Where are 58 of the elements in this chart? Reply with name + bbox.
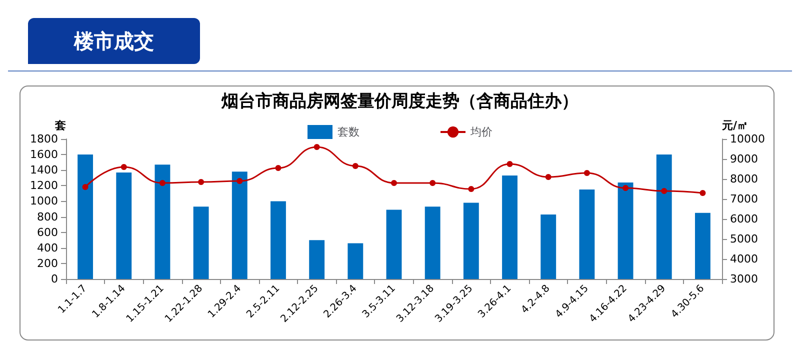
bar: [348, 243, 364, 279]
point: [430, 180, 436, 186]
y-tick-label: 1600: [30, 148, 58, 162]
point: [198, 179, 204, 185]
bar: [154, 164, 170, 279]
bar: [540, 214, 556, 279]
y2-tick-label: 7000: [730, 192, 758, 206]
point: [159, 180, 166, 186]
bar: [579, 190, 595, 279]
y2-tick-label: 6000: [730, 212, 758, 226]
y-tick-label: 800: [37, 210, 58, 224]
bar: [424, 206, 440, 279]
bar: [78, 154, 94, 279]
y2-tick-label: 10000: [730, 132, 765, 146]
y2-tick-label: 9000: [730, 152, 758, 166]
y-tick-label: 1000: [30, 194, 58, 208]
point: [506, 161, 513, 167]
point: [352, 163, 358, 169]
y-tick-label: 600: [37, 226, 58, 239]
bar: [502, 176, 518, 279]
bar: [309, 240, 325, 279]
point: [622, 185, 629, 191]
point: [314, 144, 320, 150]
y2-axis-title: 元/㎡: [721, 119, 748, 132]
y2-tick-label: 3000: [730, 272, 758, 286]
point: [82, 184, 88, 190]
y2-tick-label: 8000: [730, 172, 758, 186]
y-tick-label: 400: [37, 241, 58, 254]
y2-tick-label: 4000: [730, 252, 758, 266]
y-axis-title: 套: [54, 119, 66, 132]
y-tick-label: 200: [37, 256, 58, 270]
bar: [618, 182, 634, 279]
bar: [232, 172, 248, 279]
y-tick-label: 0: [51, 272, 58, 286]
point: [275, 165, 282, 171]
bar: [116, 172, 132, 279]
text: 楼市成交: [73, 29, 154, 53]
legend-label: 均价: [470, 126, 492, 138]
point: [468, 186, 474, 192]
point: [120, 164, 127, 170]
point: [584, 170, 590, 176]
bar: [193, 206, 209, 279]
y2-tick-label: 5000: [730, 232, 758, 246]
point: [545, 174, 552, 180]
legend-label: 套数: [338, 126, 360, 138]
y-tick-label: 1200: [30, 179, 58, 192]
bar: [386, 210, 402, 279]
chart-title: 烟台市商品房网签量价周度走势（含商品住办）: [220, 92, 578, 112]
bar: [694, 212, 710, 279]
bar: [463, 202, 479, 279]
point: [236, 178, 243, 184]
y-tick-label: 1800: [30, 132, 58, 146]
y-tick-label: 1400: [30, 164, 58, 177]
bar: [656, 154, 672, 279]
point: [391, 180, 397, 186]
point: [661, 188, 668, 194]
bar: [270, 201, 286, 279]
point: [700, 190, 706, 196]
